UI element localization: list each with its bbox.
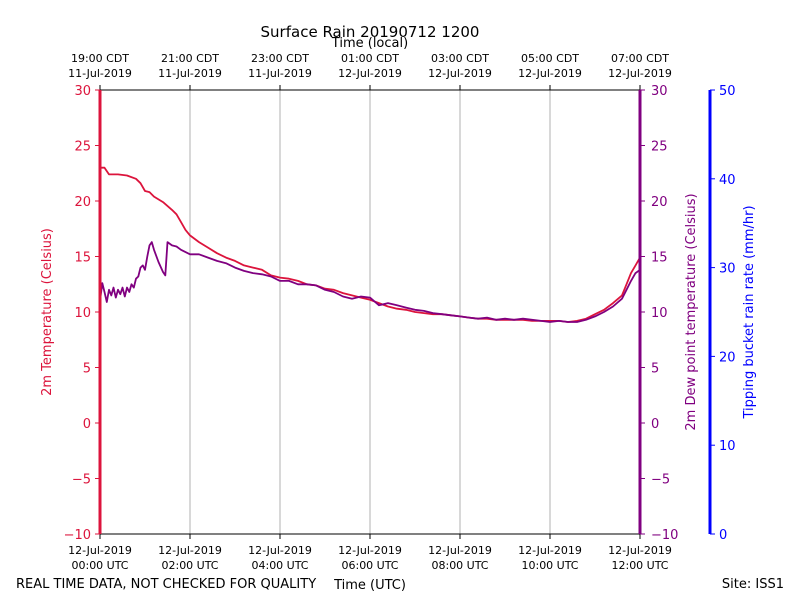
rain-tick-label: 40: [719, 173, 736, 188]
rain-tick-label: 20: [719, 350, 736, 365]
top-tick-label-date: 12-Jul-2019: [428, 67, 492, 80]
site-label: Site: ISS1: [722, 577, 784, 592]
top-tick-label-date: 11-Jul-2019: [248, 67, 312, 80]
top-axis-label: Time (local): [331, 36, 408, 51]
top-tick-label-time: 23:00 CDT: [251, 52, 309, 65]
rain-tick-label: 0: [719, 528, 727, 543]
x-tick-label-time: 08:00 UTC: [431, 559, 488, 572]
temp-tick-label: 10: [74, 306, 91, 321]
temp-tick-label: 30: [74, 84, 91, 99]
temp-axis-label: 2m Temperature (Celsius): [40, 228, 55, 396]
x-tick-label-date: 12-Jul-2019: [68, 544, 132, 557]
rain-tick-label: 10: [719, 439, 736, 454]
rain-tick-label: 50: [719, 84, 736, 99]
x-tick-label-date: 12-Jul-2019: [518, 544, 582, 557]
temp-tick-label: 20: [74, 195, 91, 210]
rain-tick-label: 30: [719, 262, 736, 277]
ticks-layer: 12-Jul-2019 00:00 UTC 12-Jul-2019 02:00 UTC…: [64, 52, 736, 572]
dew-tick-label: 15: [651, 251, 668, 266]
dew-tick-label: 25: [651, 140, 668, 155]
x-tick-label-time: 00:00 UTC: [71, 559, 128, 572]
top-tick-label-time: 01:00 CDT: [341, 52, 399, 65]
temp-tick-label: −5: [72, 473, 91, 488]
2m-dew-point-temperature-line: [99, 241, 641, 323]
x-tick-label-time: 12:00 UTC: [611, 559, 668, 572]
temp-tick-label: −10: [64, 528, 91, 543]
top-tick-label-time: 05:00 CDT: [521, 52, 579, 65]
x-tick-label-time: 02:00 UTC: [161, 559, 218, 572]
temp-tick-label: 15: [74, 251, 91, 266]
dew-tick-label: 5: [651, 362, 659, 377]
dew-tick-label: 10: [651, 306, 668, 321]
dew-axis-label: 2m Dew point temperature (Celsius): [684, 193, 699, 430]
top-tick-label-date: 11-Jul-2019: [68, 67, 132, 80]
x-tick-label-date: 12-Jul-2019: [428, 544, 492, 557]
dew-tick-label: −10: [651, 528, 678, 543]
x-tick-label-time: 10:00 UTC: [521, 559, 578, 572]
top-tick-label-time: 07:00 CDT: [611, 52, 669, 65]
x-tick-label-time: 04:00 UTC: [251, 559, 308, 572]
top-tick-label-time: 03:00 CDT: [431, 52, 489, 65]
x-tick-label-date: 12-Jul-2019: [158, 544, 222, 557]
grid-lines: [189, 90, 551, 534]
quality-note: REAL TIME DATA, NOT CHECKED FOR QUALITY: [16, 577, 316, 592]
series-layer: [99, 166, 641, 323]
dew-tick-label: 20: [651, 195, 668, 210]
dew-tick-label: 30: [651, 84, 668, 99]
dew-tick-label: 0: [651, 417, 659, 432]
top-tick-label-time: 19:00 CDT: [71, 52, 129, 65]
top-tick-label-time: 21:00 CDT: [161, 52, 219, 65]
x-tick-label-date: 12-Jul-2019: [338, 544, 402, 557]
top-tick-label-date: 12-Jul-2019: [338, 67, 402, 80]
x-tick-label-date: 12-Jul-2019: [248, 544, 312, 557]
x-tick-label-time: 06:00 UTC: [341, 559, 398, 572]
x-tick-label-date: 12-Jul-2019: [608, 544, 672, 557]
rain-axis-label: Tipping bucket rain rate (mm/hr): [742, 205, 757, 419]
chart-title: Surface Rain 20190712 1200: [261, 23, 480, 41]
temp-tick-label: 5: [83, 362, 91, 377]
top-tick-label-date: 12-Jul-2019: [518, 67, 582, 80]
top-tick-label-date: 11-Jul-2019: [158, 67, 222, 80]
dew-tick-label: −5: [651, 473, 670, 488]
temp-tick-label: 0: [83, 417, 91, 432]
temp-tick-label: 25: [74, 140, 91, 155]
top-tick-label-date: 12-Jul-2019: [608, 67, 672, 80]
x-axis-label: Time (UTC): [333, 578, 406, 593]
